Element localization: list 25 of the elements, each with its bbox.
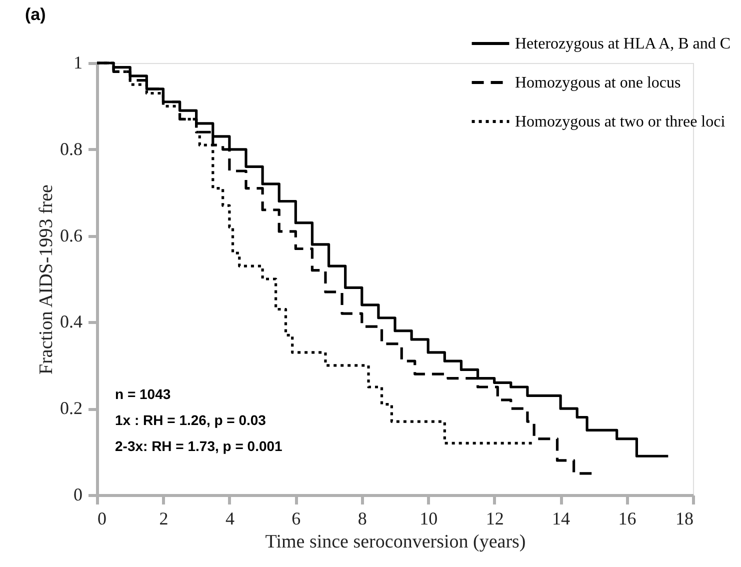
annotation: n = 1043	[115, 386, 171, 402]
x-tick-label: 12	[486, 508, 504, 528]
x-tick-label: 16	[618, 508, 636, 528]
x-tick-label: 4	[225, 508, 234, 528]
y-tick-label: 0.8	[60, 138, 82, 159]
x-tick-label: 8	[358, 508, 367, 528]
legend-label: Homozygous at two or three loci	[515, 114, 726, 130]
annotation: 1x : RH = 1.26, p = 0.03	[115, 412, 266, 428]
annotation: 2-3x: RH = 1.73, p = 0.001	[115, 438, 283, 454]
y-tick-label: 0.6	[60, 225, 82, 246]
y-tick-label: 0	[74, 484, 82, 504]
x-tick-label: 10	[420, 508, 438, 528]
y-tick-label: 0.2	[60, 398, 82, 418]
y-axis-title: Fraction AIDS-1993 free	[36, 184, 57, 374]
legend-label: Homozygous at one locus	[515, 74, 681, 92]
chart-title: (a)	[25, 5, 46, 24]
y-tick-label: 1	[74, 52, 82, 72]
x-tick-label: 14	[552, 508, 570, 528]
x-tick-label: 6	[292, 508, 301, 528]
x-tick-label: 2	[159, 508, 168, 528]
x-tick-label: 18	[676, 508, 694, 528]
x-axis-title: Time since seroconversion (years)	[265, 532, 526, 552]
legend-label: Heterozygous at HLA A, B and C	[515, 36, 731, 52]
x-tick-label: 0	[98, 508, 106, 528]
y-tick-label: 0.4	[60, 312, 82, 332]
